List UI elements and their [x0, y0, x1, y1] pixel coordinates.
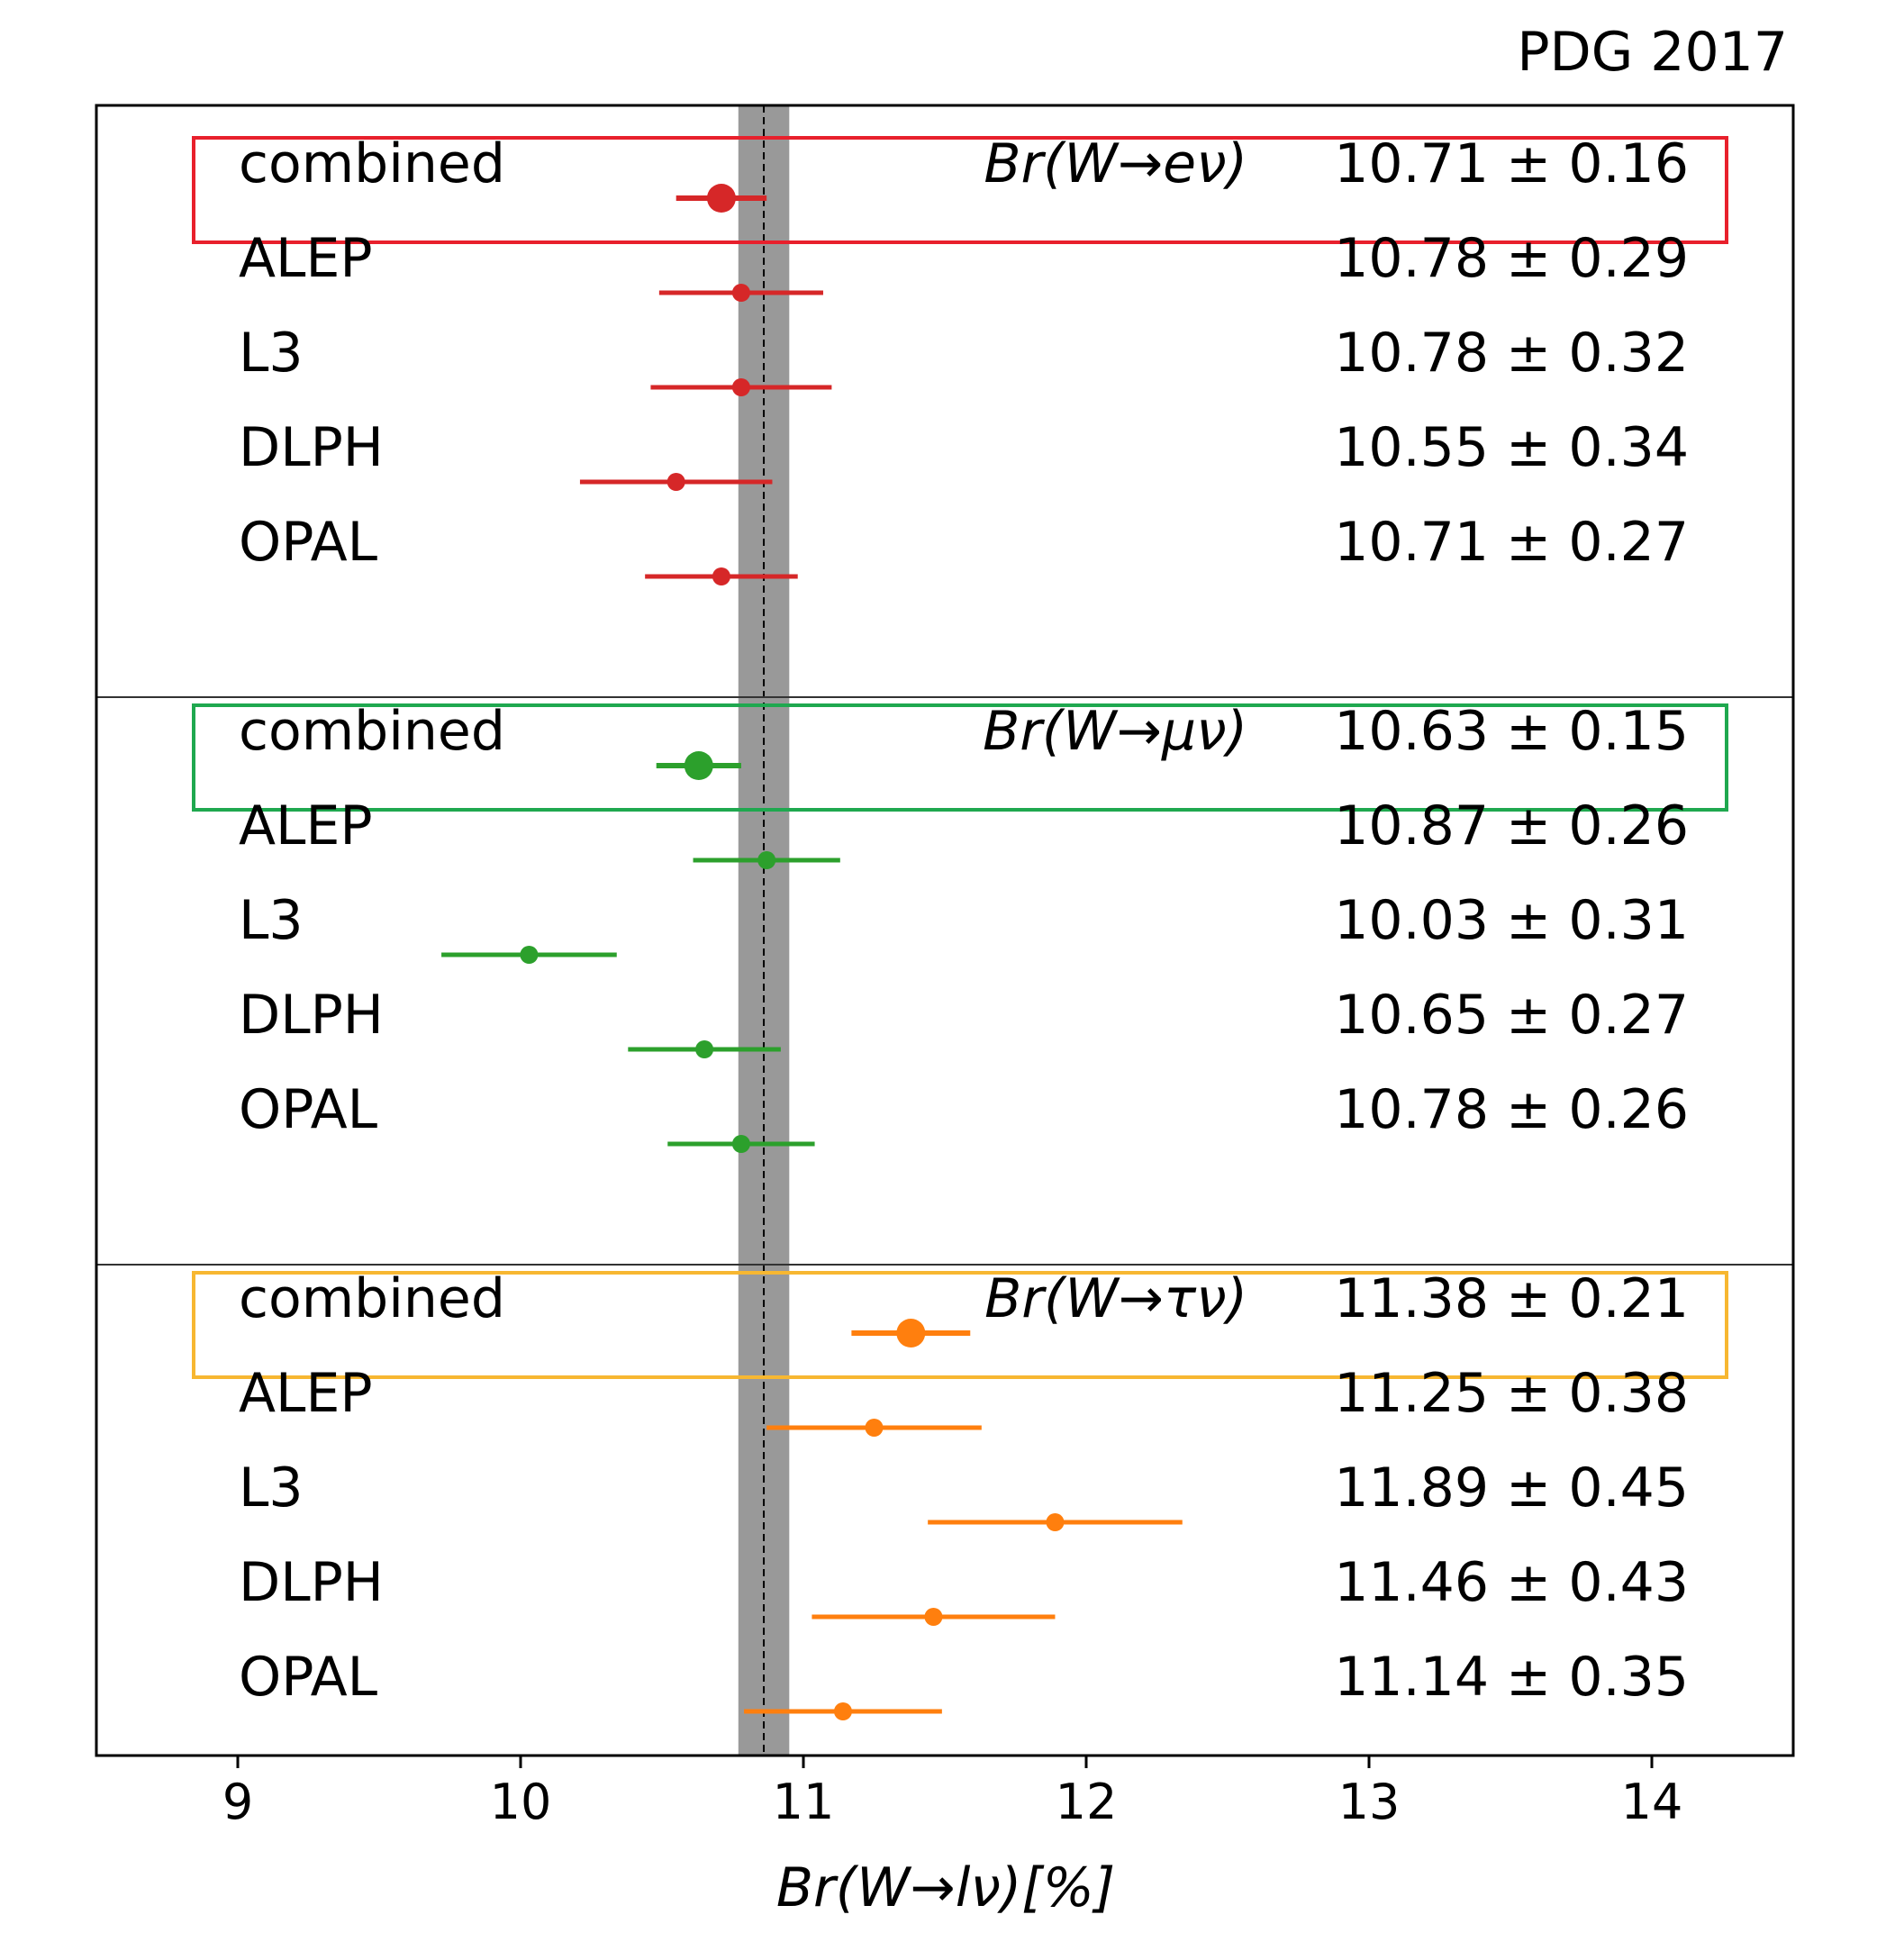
- group-boxes: [192, 136, 1728, 1379]
- row-label: DLPH: [239, 1551, 384, 1614]
- x-tick-label: 14: [1621, 1774, 1683, 1830]
- data-point: [695, 1040, 714, 1058]
- row-label: OPAL: [239, 1078, 378, 1141]
- label-layer: combined 10.71 ± 0.16 Br(W→eν) ALEP 10.78 ± …: [239, 132, 1689, 1709]
- value-label: 10.78 ± 0.26: [1334, 1078, 1689, 1141]
- value-label: 10.71 ± 0.27: [1334, 511, 1689, 574]
- row-label: DLPH: [239, 416, 384, 479]
- row-label: OPAL: [239, 1646, 378, 1709]
- data-point: [731, 378, 750, 396]
- row-label: L3: [239, 322, 304, 385]
- data-point: [1046, 1513, 1065, 1531]
- x-tick-label: 11: [773, 1774, 835, 1830]
- x-tick-label: 10: [490, 1774, 552, 1830]
- row-label: combined: [239, 700, 505, 763]
- panel-dividers: [96, 696, 1793, 1266]
- row-label: ALEP: [239, 227, 373, 290]
- value-label: 10.87 ± 0.26: [1334, 794, 1689, 858]
- combined-box: [192, 703, 1728, 812]
- value-label: 11.46 ± 0.43: [1334, 1551, 1689, 1614]
- data-point: [833, 1702, 852, 1720]
- data-point: [731, 284, 750, 302]
- row-label: DLPH: [239, 984, 384, 1047]
- row-label: combined: [239, 132, 505, 195]
- chart-title: PDG 2017: [1517, 21, 1788, 84]
- x-tick-label: 12: [1056, 1774, 1118, 1830]
- value-label: 11.89 ± 0.45: [1334, 1456, 1689, 1520]
- value-label: 10.71 ± 0.16: [1334, 132, 1689, 195]
- x-tick-label: 9: [222, 1774, 253, 1830]
- row-label: L3: [239, 1456, 304, 1520]
- row-label: L3: [239, 889, 304, 952]
- value-label: 10.78 ± 0.29: [1334, 227, 1689, 290]
- value-label: 11.25 ± 0.38: [1334, 1362, 1689, 1425]
- combined-box: [192, 136, 1728, 244]
- data-point: [731, 1135, 750, 1153]
- x-axis-label: Br(W→lν)[%]: [776, 1856, 1115, 1919]
- data-point: [757, 851, 776, 869]
- data-point: [924, 1608, 943, 1626]
- x-axis: 9 10 11 12 13 14: [222, 1756, 1683, 1830]
- data-point: [666, 473, 685, 491]
- row-label: OPAL: [239, 511, 378, 574]
- row-label: ALEP: [239, 1362, 373, 1425]
- value-label: 10.03 ± 0.31: [1334, 889, 1689, 952]
- data-point: [896, 1319, 926, 1348]
- value-label: 11.14 ± 0.35: [1334, 1646, 1689, 1709]
- data-layer: [441, 184, 1183, 1720]
- value-label: 10.55 ± 0.34: [1334, 416, 1689, 479]
- data-point: [520, 946, 539, 964]
- channel-label: Br(W→μν): [983, 700, 1247, 763]
- channel-label: Br(W→τν): [984, 1267, 1247, 1330]
- average-band-layer: [738, 105, 790, 1756]
- plot-frame: [95, 104, 1795, 1757]
- data-point: [706, 184, 736, 213]
- data-point: [684, 751, 713, 780]
- value-label: 10.65 ± 0.27: [1334, 984, 1689, 1047]
- value-label: 11.38 ± 0.21: [1334, 1267, 1689, 1330]
- combined-box: [192, 1271, 1728, 1379]
- row-label: ALEP: [239, 794, 373, 858]
- x-tick-label: 13: [1338, 1774, 1401, 1830]
- value-label: 10.78 ± 0.32: [1334, 322, 1689, 385]
- data-point: [712, 567, 730, 585]
- data-point: [865, 1419, 884, 1437]
- row-label: combined: [239, 1267, 505, 1330]
- value-label: 10.63 ± 0.15: [1334, 700, 1689, 763]
- channel-label: Br(W→eν): [984, 132, 1247, 195]
